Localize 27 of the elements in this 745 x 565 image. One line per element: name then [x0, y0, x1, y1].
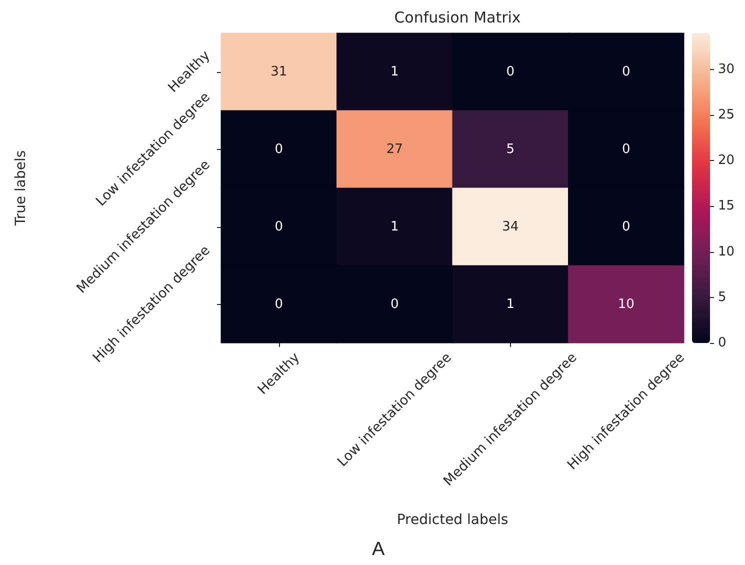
- color-bar-label: 0: [718, 336, 726, 350]
- data-label: 0: [622, 64, 630, 80]
- color-bar-label: 20: [718, 153, 735, 168]
- data-label: 0: [274, 219, 284, 234]
- data-label: 27: [386, 142, 403, 157]
- data-label: 0: [274, 296, 284, 312]
- data-label: 0: [274, 142, 284, 157]
- data-label: 0: [390, 296, 399, 312]
- data-label: 10: [618, 296, 634, 312]
- data-label: 1: [390, 64, 399, 80]
- data-label: 5: [506, 142, 515, 157]
- data-label: 0: [506, 64, 515, 80]
- data-label: 1: [506, 296, 515, 312]
- data-label: 34: [502, 219, 519, 234]
- data-label: 1: [390, 219, 399, 234]
- y-axis-title: True labels: [13, 150, 29, 227]
- color-bar-label: 5: [718, 290, 726, 305]
- chart-title: Confusion Matrix: [394, 8, 521, 26]
- color-bar-label: 30: [718, 62, 735, 77]
- color-bar-label: 15: [718, 198, 735, 214]
- x-axis-title: Predicted labels: [396, 512, 508, 528]
- data-label: 0: [622, 219, 630, 234]
- data-label: 0: [622, 142, 630, 157]
- color-bar-label: 25: [718, 108, 735, 123]
- color-bar-label: 10: [718, 244, 735, 260]
- data-label: 31: [270, 64, 288, 80]
- text: A: [372, 539, 385, 560]
